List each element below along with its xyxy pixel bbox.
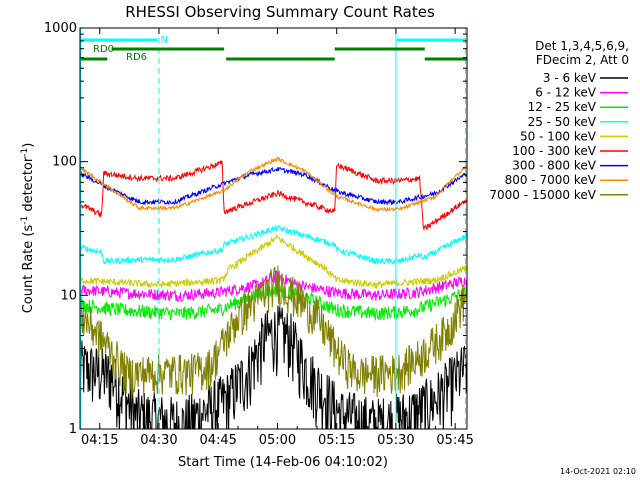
series-line-4 bbox=[80, 233, 467, 290]
y-tick-label-3: 1000 bbox=[44, 21, 77, 36]
series-line-2 bbox=[80, 284, 467, 321]
y-tick-label-1: 10 bbox=[60, 288, 77, 303]
legend-header-line1: Det 1,3,4,5,6,9, bbox=[535, 39, 629, 53]
x-tick-label-0: 04:15 bbox=[81, 433, 118, 448]
x-axis-label: Start Time (14-Feb-06 04:10:02) bbox=[178, 455, 388, 470]
series-line-6 bbox=[80, 166, 467, 206]
series-line-0 bbox=[80, 305, 467, 429]
annotation-bar-label-2: RD6 bbox=[126, 52, 147, 63]
x-tick-label-3: 05:00 bbox=[259, 433, 296, 448]
x-tick-label-6: 05:45 bbox=[436, 433, 473, 448]
y-tick-label-0: 1 bbox=[69, 422, 77, 437]
legend: Det 1,3,4,5,6,9, FDecim 2, Att 0 3 - 6 k… bbox=[489, 39, 629, 202]
legend-label-2: 12 - 25 keV bbox=[528, 100, 597, 114]
y-tick-label-2: 100 bbox=[52, 155, 77, 170]
series-line-7 bbox=[80, 156, 467, 213]
annotation-bars: N RD0 RD6 bbox=[81, 35, 467, 63]
y-axis-label-part3: ) bbox=[21, 143, 36, 148]
annotation-bar-label-1: RD0 bbox=[93, 44, 114, 55]
y-axis-label: Count Rate (s-1 detector-1) bbox=[20, 143, 36, 314]
x-tick-label-5: 05:30 bbox=[377, 433, 414, 448]
y-axis-label-part2: detector bbox=[21, 156, 36, 216]
render-timestamp: 14-Oct-2021 02:10 bbox=[560, 467, 636, 476]
x-tick-label-4: 05:15 bbox=[318, 433, 355, 448]
legend-label-5: 100 - 300 keV bbox=[512, 144, 596, 158]
plot-frame bbox=[79, 27, 468, 430]
y-axis-label-sup2: -1 bbox=[20, 148, 30, 157]
legend-label-4: 50 - 100 keV bbox=[520, 129, 597, 143]
annotation-bar-label-0: N bbox=[160, 35, 167, 46]
y-axis-label-sup1: -1 bbox=[20, 216, 30, 225]
x-tick-label-1: 04:30 bbox=[140, 433, 177, 448]
legend-label-0: 3 - 6 keV bbox=[543, 71, 597, 85]
axes: 04:15 04:30 04:45 05:00 05:15 05:30 05:45 1 10 10… bbox=[44, 21, 474, 448]
series-line-5 bbox=[80, 160, 467, 231]
series-line-8 bbox=[80, 265, 467, 398]
vertical-markers bbox=[80, 28, 466, 429]
legend-label-1: 6 - 12 keV bbox=[535, 86, 597, 100]
legend-label-6: 300 - 800 keV bbox=[512, 159, 596, 173]
series-layer bbox=[80, 156, 467, 429]
series-line-3 bbox=[80, 224, 467, 265]
legend-header-line2: FDecim 2, Att 0 bbox=[536, 53, 629, 67]
legend-label-7: 800 - 7000 keV bbox=[505, 173, 597, 187]
y-axis-label-part1: Count Rate (s bbox=[21, 225, 36, 314]
legend-label-3: 25 - 50 keV bbox=[528, 115, 597, 129]
legend-label-8: 7000 - 15000 keV bbox=[489, 188, 596, 202]
x-tick-label-2: 04:45 bbox=[199, 433, 236, 448]
chart-title: RHESSI Observing Summary Count Rates bbox=[125, 3, 435, 21]
